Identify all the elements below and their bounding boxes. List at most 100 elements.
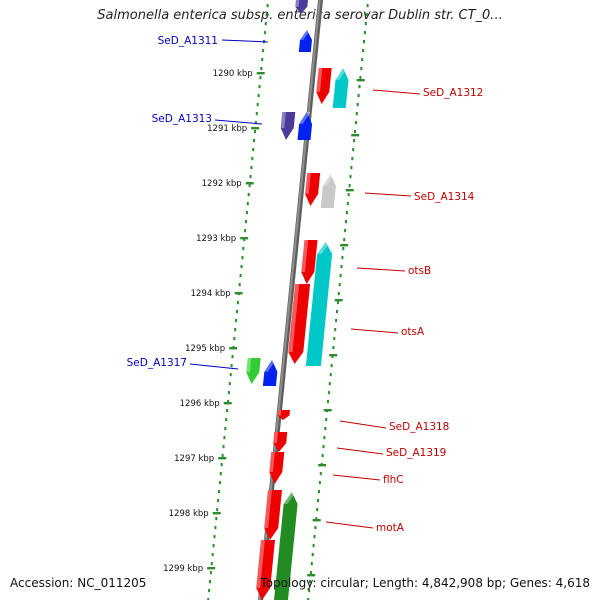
gene-label-SeD_A1317[interactable]: SeD_A1317 xyxy=(127,357,187,369)
track-dot xyxy=(246,202,249,206)
track-dot xyxy=(236,301,239,305)
track-dot xyxy=(223,436,226,440)
gene-label-SeD_A1311[interactable]: SeD_A1311 xyxy=(158,35,218,47)
kbp-tick-right xyxy=(351,134,360,137)
gene-label-SeD_A1314[interactable]: SeD_A1314 xyxy=(414,191,475,203)
gene-arrow-SeD_A1319 xyxy=(273,432,288,452)
track-dot xyxy=(233,337,236,341)
track-dot xyxy=(253,139,256,143)
track-dot xyxy=(244,229,247,233)
gene-label-SeD_A1313[interactable]: SeD_A1313 xyxy=(152,113,212,125)
track-dot xyxy=(213,535,216,539)
gene-label-SeD_A1318[interactable]: SeD_A1318 xyxy=(389,421,449,433)
track-dot xyxy=(258,85,261,89)
track-dot xyxy=(308,589,311,593)
gene-label-flhC[interactable]: flhC xyxy=(383,474,404,486)
track-dot xyxy=(209,571,212,575)
track-dot xyxy=(360,67,363,71)
kbp-tick xyxy=(251,127,260,130)
track-dot xyxy=(333,337,336,341)
gene-label-SeD_A1319[interactable]: SeD_A1319 xyxy=(386,447,446,459)
gene-arrow-otsA-shade xyxy=(288,284,300,352)
gene-arrow-SeD_A1314-shade xyxy=(322,174,335,186)
topology-summary: Topology: circular; Length: 4,842,908 bp… xyxy=(260,576,590,590)
gene-label-motA[interactable]: motA xyxy=(376,522,405,534)
gene-arrow-SeD_A1318-shade xyxy=(277,410,282,416)
track-dot xyxy=(347,193,350,197)
gene-arrow-SeD_A1317-a-shade xyxy=(246,358,252,373)
track-dot xyxy=(309,580,311,584)
track-dot xyxy=(328,382,331,386)
kbp-tick-label: 1291 kbp xyxy=(207,124,247,134)
track-dot xyxy=(341,256,344,260)
kbp-tick-label: 1293 kbp xyxy=(196,234,236,244)
track-dot xyxy=(227,400,229,404)
gene-label-SeD_A1312[interactable]: SeD_A1312 xyxy=(423,87,483,99)
track-dot xyxy=(338,283,341,287)
gene-label-otsB[interactable]: otsB xyxy=(408,265,431,277)
track-dot xyxy=(220,463,223,467)
track-dot xyxy=(263,31,266,35)
gene-arrow-reverse-shade xyxy=(295,0,300,7)
gene-arrow-SeD_A1313-a xyxy=(280,112,296,140)
track-dot xyxy=(227,391,230,395)
track-dot xyxy=(208,589,211,593)
track-dot xyxy=(363,40,365,44)
kbp-tick-label: 1298 kbp xyxy=(169,509,209,519)
kbp-tick xyxy=(218,457,227,460)
track-dot xyxy=(262,49,265,53)
gene-arrow-SeD_A1312-shade xyxy=(335,68,347,80)
gene-leader-line xyxy=(364,192,412,197)
track-dot xyxy=(214,526,217,530)
track-dot xyxy=(255,112,258,116)
track-dot xyxy=(355,112,358,116)
gene-leader-line xyxy=(372,89,421,95)
track-dot xyxy=(354,130,356,134)
track-dot xyxy=(209,580,211,584)
track-dot xyxy=(245,220,247,224)
track-dot xyxy=(215,517,218,521)
gene-label-otsA[interactable]: otsA xyxy=(401,326,425,338)
track-dot xyxy=(363,31,366,35)
track-dot xyxy=(330,364,333,368)
gene-arrow-motA-shade xyxy=(264,490,272,528)
track-dot xyxy=(254,130,256,134)
track-dot xyxy=(231,355,234,359)
track-dot xyxy=(345,211,348,215)
kbp-tick xyxy=(256,72,265,75)
track-dot xyxy=(249,175,252,179)
track-dot xyxy=(366,4,369,8)
track-dot xyxy=(335,319,338,323)
gene-arrow-SeD_A1313-shade xyxy=(299,112,311,124)
track-dot xyxy=(325,418,328,422)
gene-arrow-motB-shade xyxy=(283,492,296,504)
track-dot xyxy=(316,508,319,512)
track-dot xyxy=(248,184,251,188)
kbp-tick-right xyxy=(356,79,365,82)
kbp-tick-label: 1296 kbp xyxy=(180,399,220,409)
kbp-tick-right xyxy=(312,519,321,522)
gene-arrow-SeD_A1311-shade xyxy=(300,30,311,40)
gene-leader-line xyxy=(332,474,381,481)
kbp-tick-label: 1295 kbp xyxy=(185,344,225,354)
gene-arrow-SeD_A1317-shade xyxy=(264,360,276,372)
track-dot xyxy=(342,247,345,251)
track-dot xyxy=(349,175,352,179)
track-dot xyxy=(247,193,250,197)
track-dot xyxy=(340,265,343,269)
track-dot xyxy=(323,436,326,440)
track-dot xyxy=(334,328,337,332)
kbp-tick-label: 1294 kbp xyxy=(191,289,231,299)
track-dot xyxy=(307,598,310,600)
gene-arrow-otsB-shade xyxy=(301,240,309,272)
track-dot xyxy=(318,481,321,485)
gene-arrow-SeD_A1317-a xyxy=(246,358,261,384)
track-dot xyxy=(362,49,365,53)
track-dot xyxy=(359,76,362,80)
kbp-tick-label: 1299 kbp xyxy=(163,564,203,574)
gene-arrow-SeD_A1312-a xyxy=(316,68,332,104)
gene-arrow-SeD_A1319-shade xyxy=(273,432,278,443)
kbp-tick-right xyxy=(345,189,354,192)
